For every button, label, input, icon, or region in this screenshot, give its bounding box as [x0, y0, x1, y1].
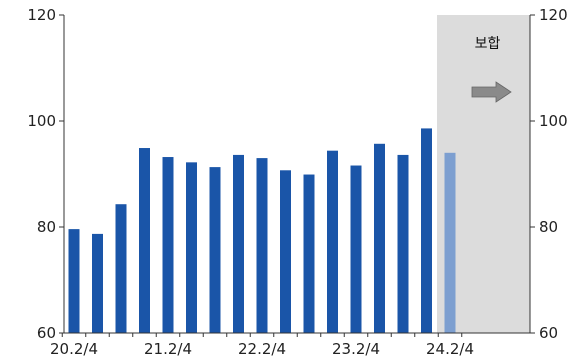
y-ticks-right: 60 80 100 120 [530, 6, 568, 342]
y-tick-label-left: 80 [37, 218, 56, 236]
bar-23.2/4 [350, 165, 362, 333]
bars-group [68, 128, 456, 333]
x-tick-label: 23.2/4 [332, 340, 380, 357]
y-tick-label-right: 80 [539, 218, 558, 236]
bar-24.1/4 [421, 128, 432, 333]
bar-21.2/4 [162, 157, 174, 333]
x-tick-label: 21.2/4 [144, 340, 192, 357]
bar-24.2/4 [444, 152, 456, 333]
shaded-region-label: 보합 [475, 36, 501, 52]
bar-23.4/4 [397, 154, 409, 333]
bar-23.1/4 [327, 150, 338, 333]
x-tick-label: 20.2/4 [50, 340, 98, 357]
bar-23.3/4 [374, 143, 385, 333]
y-tick-label-left: 60 [37, 324, 56, 342]
y-tick-label-left: 120 [27, 6, 56, 24]
bar-21.3/4 [186, 162, 197, 333]
x-tick-label: 22.2/4 [238, 340, 286, 357]
bar-22.1/4 [233, 154, 244, 333]
y-ticks-left: 60 80 100 120 [27, 6, 64, 342]
bar-22.2/4 [256, 158, 268, 333]
x-ticks: 20.2/4 21.2/4 22.2/4 23.2/4 24.2/4 [50, 333, 474, 357]
y-tick-label-right: 120 [539, 6, 568, 24]
bar-20.3/4 [92, 233, 103, 333]
y-tick-label-right: 100 [539, 112, 568, 130]
x-tick-label: 24.2/4 [426, 340, 474, 357]
right-arrow-icon [471, 81, 512, 103]
bar-22.3/4 [280, 170, 291, 333]
bar-21.1/4 [139, 148, 150, 333]
y-tick-label-right: 60 [539, 324, 558, 342]
bar-20.2/4 [68, 229, 80, 333]
y-tick-label-left: 100 [27, 112, 56, 130]
bar-21.4/4 [209, 167, 221, 333]
bar-20.4/4 [115, 204, 127, 333]
bar-22.4/4 [303, 174, 315, 333]
